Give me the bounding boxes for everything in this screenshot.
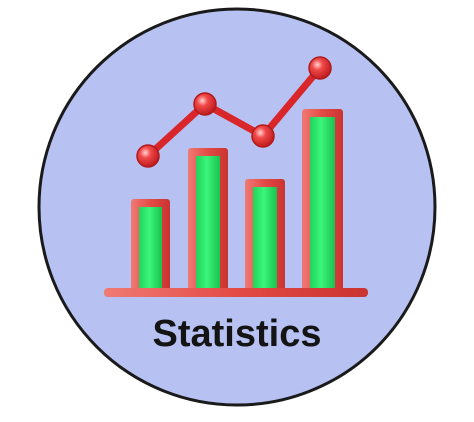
bar-chart bbox=[104, 109, 368, 297]
trend-point-4 bbox=[308, 56, 332, 80]
trend-line bbox=[136, 56, 332, 168]
bar-2 bbox=[188, 148, 228, 294]
trend-point-1 bbox=[136, 144, 160, 168]
bar-4 bbox=[302, 109, 343, 294]
statistics-label: Statistics bbox=[153, 313, 322, 355]
background-circle bbox=[37, 7, 437, 407]
chart-baseline bbox=[104, 288, 368, 297]
bar-3 bbox=[245, 179, 285, 294]
trend-point-3 bbox=[251, 124, 275, 148]
bar-1 bbox=[131, 199, 170, 294]
trend-point-2 bbox=[193, 92, 217, 116]
